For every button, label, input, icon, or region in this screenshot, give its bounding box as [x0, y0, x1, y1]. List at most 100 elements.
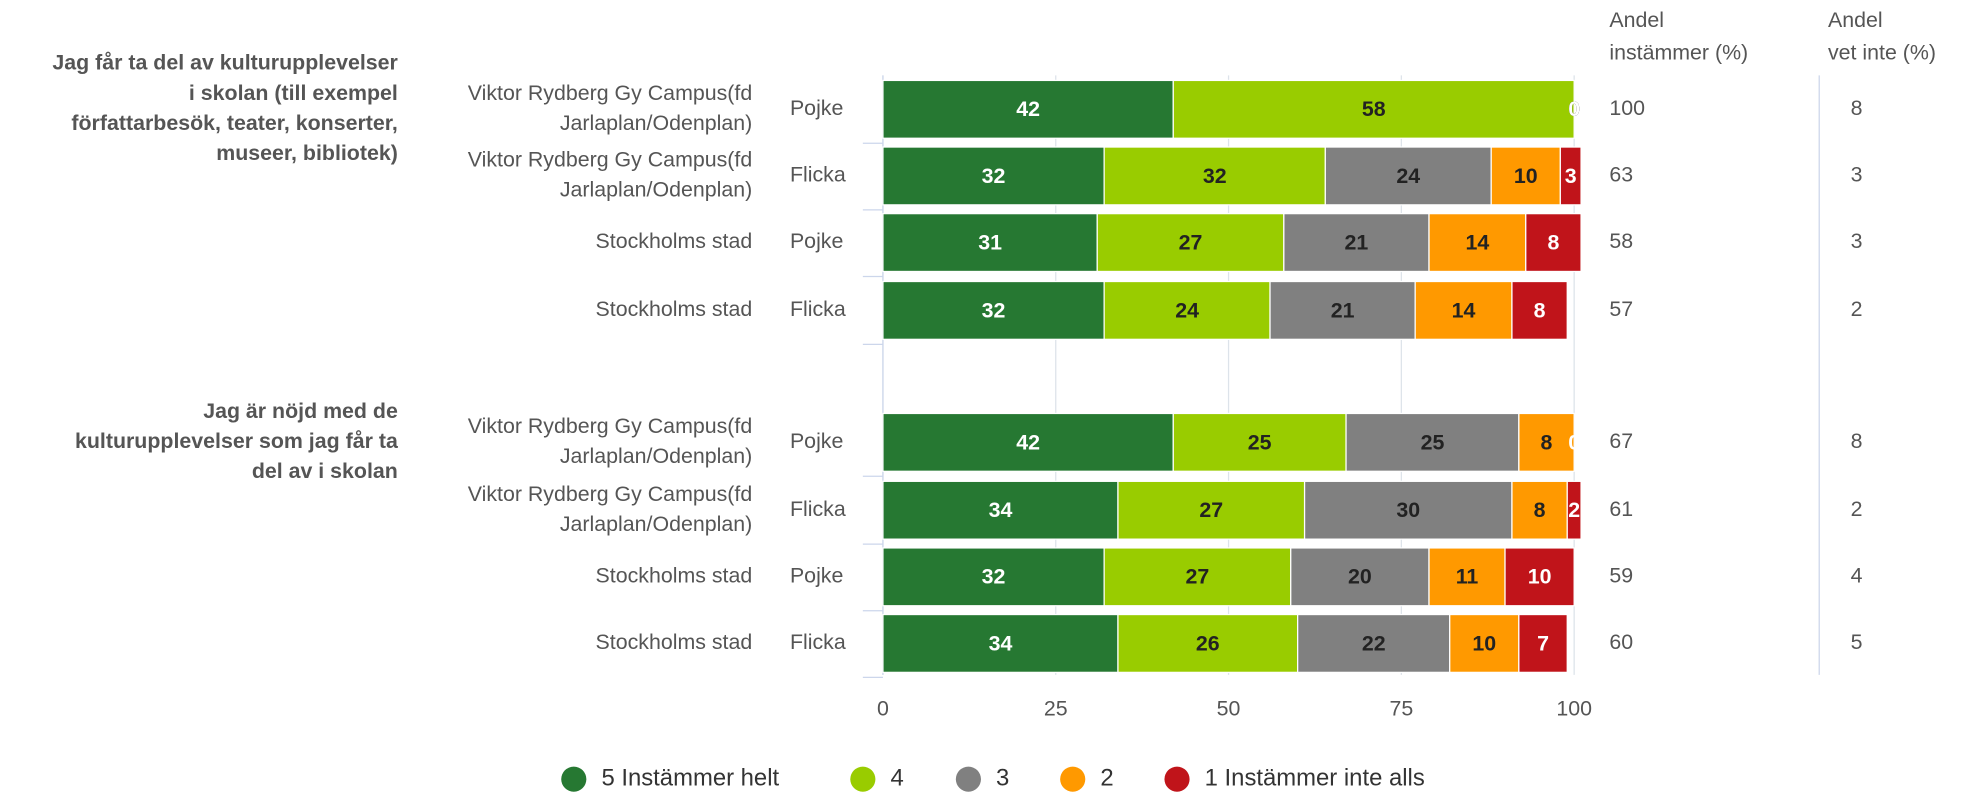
row-school: Viktor Rydberg Gy Campus(fd — [468, 414, 753, 438]
column-value: 58 — [1609, 229, 1633, 253]
bar-segment — [1283, 213, 1430, 273]
segment-label: 21 — [1331, 298, 1355, 322]
bar-segment — [882, 79, 1174, 139]
segment-label: 58 — [1362, 97, 1386, 121]
segment-label: 0 — [1568, 97, 1580, 121]
row-school: Stockholms stad — [596, 297, 753, 321]
legend-label: 5 Instämmer helt — [601, 764, 779, 791]
bar-segment — [1290, 547, 1430, 607]
row-school: Stockholms stad — [596, 630, 753, 654]
bar-segment — [882, 213, 1098, 273]
row-school: Viktor Rydberg Gy Campus(fd — [468, 148, 753, 172]
column-value: 3 — [1851, 229, 1863, 253]
segment-label: 31 — [978, 230, 1002, 254]
bar-segment — [1518, 613, 1568, 673]
column-value: 8 — [1851, 429, 1863, 453]
bar-segment — [1297, 613, 1451, 673]
row-gender: Pojke — [790, 229, 843, 253]
bar-segment — [1172, 79, 1575, 139]
legend-label: 3 — [996, 764, 1009, 791]
segment-label: 0 — [1568, 97, 1580, 121]
segment-label: 25 — [1421, 430, 1445, 454]
bar-segment — [882, 480, 1119, 540]
column-value: 5 — [1851, 630, 1863, 654]
segment-label: 10 — [1472, 631, 1496, 655]
segment-label: 42 — [1016, 97, 1040, 121]
segment-label: 2 — [1568, 498, 1580, 522]
segment-label: 11 — [1456, 565, 1479, 589]
segment-label: 8 — [1547, 230, 1559, 254]
column-value: 67 — [1609, 429, 1633, 453]
segment-label: 32 — [982, 565, 1006, 589]
column-value: 61 — [1609, 497, 1633, 521]
question-label: i skolan (till exempel — [189, 81, 398, 105]
bar-segment — [1566, 480, 1582, 540]
legend-marker — [850, 766, 876, 792]
segment-label: 0 — [1568, 97, 1580, 121]
segment-label: 3 — [1565, 164, 1577, 188]
segment-label: 42 — [1016, 430, 1040, 454]
column-value: 3 — [1851, 163, 1863, 187]
legend-marker — [1060, 766, 1086, 792]
column-header: vet inte (%) — [1828, 41, 1936, 65]
segment-label: 8 — [1534, 298, 1546, 322]
x-tick-label: 100 — [1556, 697, 1592, 721]
column-value: 2 — [1851, 497, 1863, 521]
segment-label: 32 — [982, 298, 1006, 322]
segment-label: 25 — [1248, 430, 1272, 454]
segment-label: 21 — [1345, 230, 1369, 254]
row-school: Jarlaplan/Odenplan) — [560, 444, 752, 468]
legend-marker — [561, 766, 587, 792]
segment-label: 10 — [1514, 164, 1538, 188]
bar-segment — [1449, 613, 1520, 673]
segment-label: 7 — [1537, 631, 1549, 655]
column-value: 60 — [1609, 630, 1633, 654]
legend-label: 4 — [890, 764, 903, 791]
row-school: Jarlaplan/Odenplan) — [560, 512, 752, 536]
bar-segment — [1117, 480, 1306, 540]
column-header: Andel — [1828, 8, 1883, 32]
row-school: Stockholms stad — [596, 563, 753, 587]
x-tick-label: 25 — [1044, 697, 1068, 721]
column-value: 4 — [1851, 563, 1863, 587]
row-gender: Pojke — [790, 96, 843, 120]
bar-segment — [1172, 412, 1347, 472]
question-label: kulturupplevelser som jag får ta — [75, 429, 399, 453]
bar-segment — [1117, 613, 1299, 673]
row-school: Jarlaplan/Odenplan) — [560, 111, 752, 135]
bar-segment — [1511, 480, 1568, 540]
question-label: museer, bibliotek) — [216, 141, 398, 165]
row-school: Viktor Rydberg Gy Campus(fd — [468, 81, 753, 105]
segment-label: 32 — [982, 164, 1006, 188]
segment-label: 34 — [989, 498, 1013, 522]
legend-marker — [955, 766, 981, 792]
segment-label: 8 — [1534, 498, 1546, 522]
bar-segment — [1103, 146, 1326, 206]
bar-segment — [1303, 480, 1513, 540]
question-label: Jag är nöjd med de — [203, 399, 398, 423]
segment-label: 24 — [1396, 164, 1420, 188]
x-tick-label: 50 — [1217, 697, 1241, 721]
bar-segment — [882, 280, 1105, 340]
bar-segment — [1414, 280, 1513, 340]
segment-label: 22 — [1362, 631, 1386, 655]
row-gender: Pojke — [790, 563, 843, 587]
column-value: 59 — [1609, 563, 1633, 587]
legend-marker — [1164, 766, 1190, 792]
segment-label: 30 — [1396, 498, 1420, 522]
segment-label: 34 — [989, 631, 1013, 655]
bar-segment — [1345, 412, 1520, 472]
segment-label: 8 — [1541, 430, 1553, 454]
segment-label: 32 — [1203, 164, 1227, 188]
question-label: författarbesök, teater, konserter, — [71, 111, 397, 135]
segment-label: 14 — [1466, 230, 1490, 254]
row-gender: Flicka — [790, 297, 846, 321]
segment-label: 14 — [1452, 298, 1476, 322]
bar-segment — [1511, 280, 1568, 340]
segment-label: 27 — [1179, 230, 1203, 254]
row-school: Stockholms stad — [596, 229, 753, 253]
row-gender: Pojke — [790, 429, 843, 453]
column-value: 63 — [1609, 163, 1633, 187]
bar-segment — [882, 613, 1119, 673]
